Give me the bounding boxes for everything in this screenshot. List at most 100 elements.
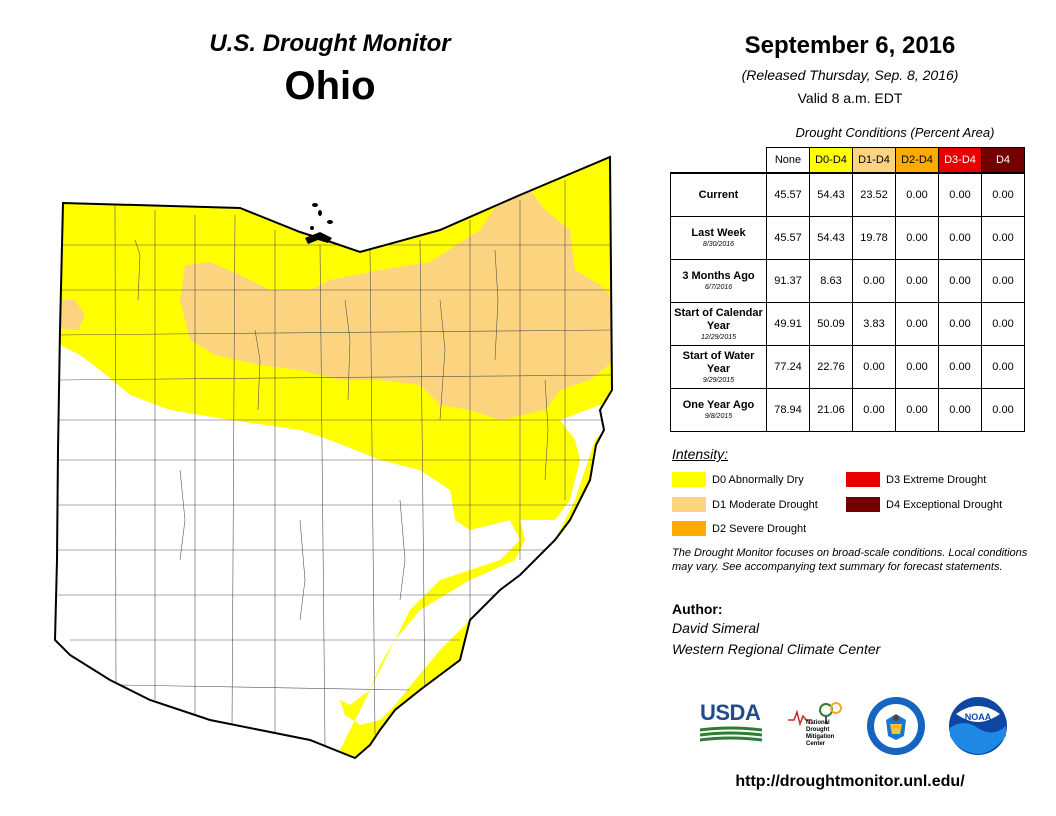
legend-label-d4: D4 Exceptional Drought	[886, 499, 1003, 511]
row-date: 8/30/2016	[702, 241, 735, 248]
col-header: D1-D4	[852, 147, 896, 174]
row-label-text: Start of Water Year	[682, 349, 755, 375]
state-outline	[53, 155, 614, 760]
table-cell: 0.00	[895, 345, 939, 389]
row-label: Start of Water Year 9/29/2015	[670, 345, 767, 389]
ndmc-line-1: National	[806, 720, 830, 726]
legend-label-d0: D0 Abnormally Dry	[712, 474, 804, 486]
legend-label-d3: D3 Extreme Drought	[886, 474, 987, 486]
row-date: 12/29/2015	[700, 333, 737, 341]
valid-time: Valid 8 a.m. EDT	[797, 90, 903, 106]
table-cell: 0.00	[895, 172, 939, 217]
row-label: One Year Ago 9/8/2015	[670, 388, 767, 432]
row-label-text: 3 Months Ago	[682, 270, 755, 282]
row-label: Start of Calendar Year 12/29/2015	[670, 302, 767, 346]
table-cell: 0.00	[981, 172, 1025, 217]
drought-conditions-table: None D0-D4 D1-D4 D2-D4 D3-D4 D4 Current 4…	[670, 147, 1025, 432]
table-cell: 45.57	[766, 216, 810, 260]
table-row: Start of Calendar Year 12/29/2015 49.91 50.…	[670, 302, 1025, 346]
author-heading: Author:	[672, 601, 723, 617]
header-blank	[671, 148, 767, 174]
table-header-row: None D0-D4 D1-D4 D2-D4 D3-D4 D4	[671, 147, 1025, 174]
table-cell: 78.94	[766, 388, 810, 432]
ohio-drought-map	[53, 155, 614, 760]
table-cell: 0.00	[852, 345, 896, 389]
table-cell: 0.00	[981, 302, 1025, 346]
author-name: David Simeral	[672, 620, 760, 636]
legend-swatch-d4	[846, 497, 880, 512]
noaa-logo-text: NOAA	[965, 712, 992, 722]
table-cell: 22.76	[809, 345, 853, 389]
state-name: Ohio	[284, 64, 376, 108]
table-cell: 0.00	[981, 259, 1025, 303]
table-cell: 0.00	[938, 345, 982, 389]
noaa-logo: NOAA	[949, 697, 1007, 755]
table-row: One Year Ago 9/8/2015 78.94 21.06 0.00 0.00 0.…	[670, 388, 1025, 432]
map-date: September 6, 2016	[744, 32, 956, 59]
usda-logo-text: USDA	[700, 700, 761, 725]
table-cell: 0.00	[895, 388, 939, 432]
table-cell: 45.57	[766, 172, 810, 217]
none-region	[55, 345, 520, 758]
source-url[interactable]: http://droughtmonitor.unl.edu/	[735, 773, 965, 790]
col-header: None	[766, 147, 810, 174]
table-row: Current 45.57 54.43 23.52 0.00 0.00 0.00	[670, 172, 1025, 217]
table-cell: 77.24	[766, 345, 810, 389]
table-row: Last Week 8/30/2016 45.57 54.43 19.78 0.00 0.0…	[670, 216, 1025, 260]
row-label: Current	[670, 172, 767, 217]
row-label-text: Last Week	[691, 227, 746, 239]
table-row: 3 Months Ago 6/7/2016 91.37 8.63 0.00 0.00 0.0…	[670, 259, 1025, 303]
row-label: Last Week 8/30/2016	[670, 216, 767, 260]
legend-swatch-d2	[672, 521, 706, 536]
commerce-seal-logo	[867, 697, 925, 755]
ndmc-drought-icon	[788, 702, 842, 727]
legend-swatch-d1	[672, 497, 706, 512]
usda-logo: USDA	[699, 700, 763, 746]
table-cell: 50.09	[809, 302, 853, 346]
table-cell: 19.78	[852, 216, 896, 260]
ndmc-line-2: Drought	[806, 727, 830, 733]
table-cell: 21.06	[809, 388, 853, 432]
col-header: D4	[981, 147, 1025, 174]
ndmc-line-4: Center	[806, 741, 826, 747]
row-date: 9/8/2015	[704, 413, 733, 420]
table-cell: 54.43	[809, 172, 853, 217]
table-cell: 3.83	[852, 302, 896, 346]
row-label-text: Current	[698, 188, 739, 201]
row-date: 9/29/2015	[702, 376, 735, 384]
table-cell: 0.00	[938, 172, 982, 217]
row-label-text: Start of Calendar Year	[674, 306, 763, 332]
col-header: D2-D4	[895, 147, 939, 174]
table-cell: 0.00	[895, 216, 939, 260]
d1-region	[180, 190, 612, 420]
disclaimer-note: The Drought Monitor focuses on broad-sca…	[672, 547, 1028, 573]
table-cell: 0.00	[852, 259, 896, 303]
county-lines	[57, 180, 612, 746]
legend-swatch-d0	[672, 472, 706, 487]
lake-erie-islands	[305, 203, 333, 244]
legend-title: Intensity:	[672, 446, 729, 462]
table-cell: 0.00	[938, 388, 982, 432]
table-cell: 0.00	[981, 388, 1025, 432]
table-row: Start of Water Year 9/29/2015 77.24 22.76 0.…	[670, 345, 1025, 389]
table-cell: 49.91	[766, 302, 810, 346]
map-title: U.S. Drought Monitor	[209, 30, 451, 57]
release-date: (Released Thursday, Sep. 8, 2016)	[741, 67, 959, 83]
ndmc-logo: National Drought Mitigation Center	[786, 700, 850, 750]
col-header: D3-D4	[938, 147, 982, 174]
d1-region-west	[58, 300, 85, 330]
row-date: 6/7/2016	[704, 284, 733, 291]
row-label-text: One Year Ago	[682, 399, 755, 411]
table-cell: 0.00	[852, 388, 896, 432]
table-cell: 0.00	[938, 259, 982, 303]
legend-label-d2: D2 Severe Drought	[712, 523, 807, 535]
col-header: D0-D4	[809, 147, 853, 174]
author-organization: Western Regional Climate Center	[672, 641, 881, 657]
table-cell: 91.37	[766, 259, 810, 303]
table-cell: 54.43	[809, 216, 853, 260]
legend-swatch-d3	[846, 472, 880, 487]
table-cell: 23.52	[852, 172, 896, 217]
ndmc-line-3: Mitigation	[806, 734, 835, 740]
table-caption: Drought Conditions (Percent Area)	[795, 125, 995, 140]
legend-label-d1: D1 Moderate Drought	[712, 499, 818, 511]
